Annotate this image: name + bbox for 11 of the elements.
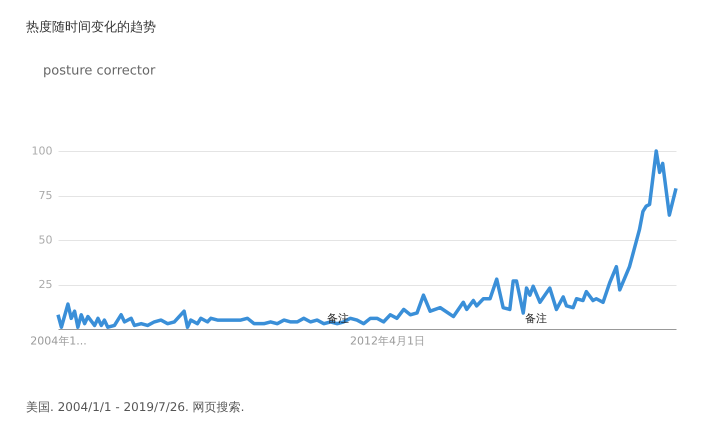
y-tick-label: 50	[38, 234, 52, 246]
x-tick-label: 2004年1...	[30, 334, 87, 348]
x-tick-label: 2012年4月1日	[350, 334, 425, 348]
y-tick-label: 25	[38, 278, 52, 291]
y-tick-label: 75	[38, 189, 52, 202]
text: posture corrector	[43, 64, 156, 78]
text: 美国. 2004/1/1 - 2019/7/26. 网页搜索.	[26, 400, 244, 414]
chart-title: 热度随时间变化的趋势	[26, 19, 156, 35]
line-series	[56, 149, 678, 329]
y-tick-label: 100	[32, 144, 52, 158]
annotation: 备注	[525, 312, 547, 325]
